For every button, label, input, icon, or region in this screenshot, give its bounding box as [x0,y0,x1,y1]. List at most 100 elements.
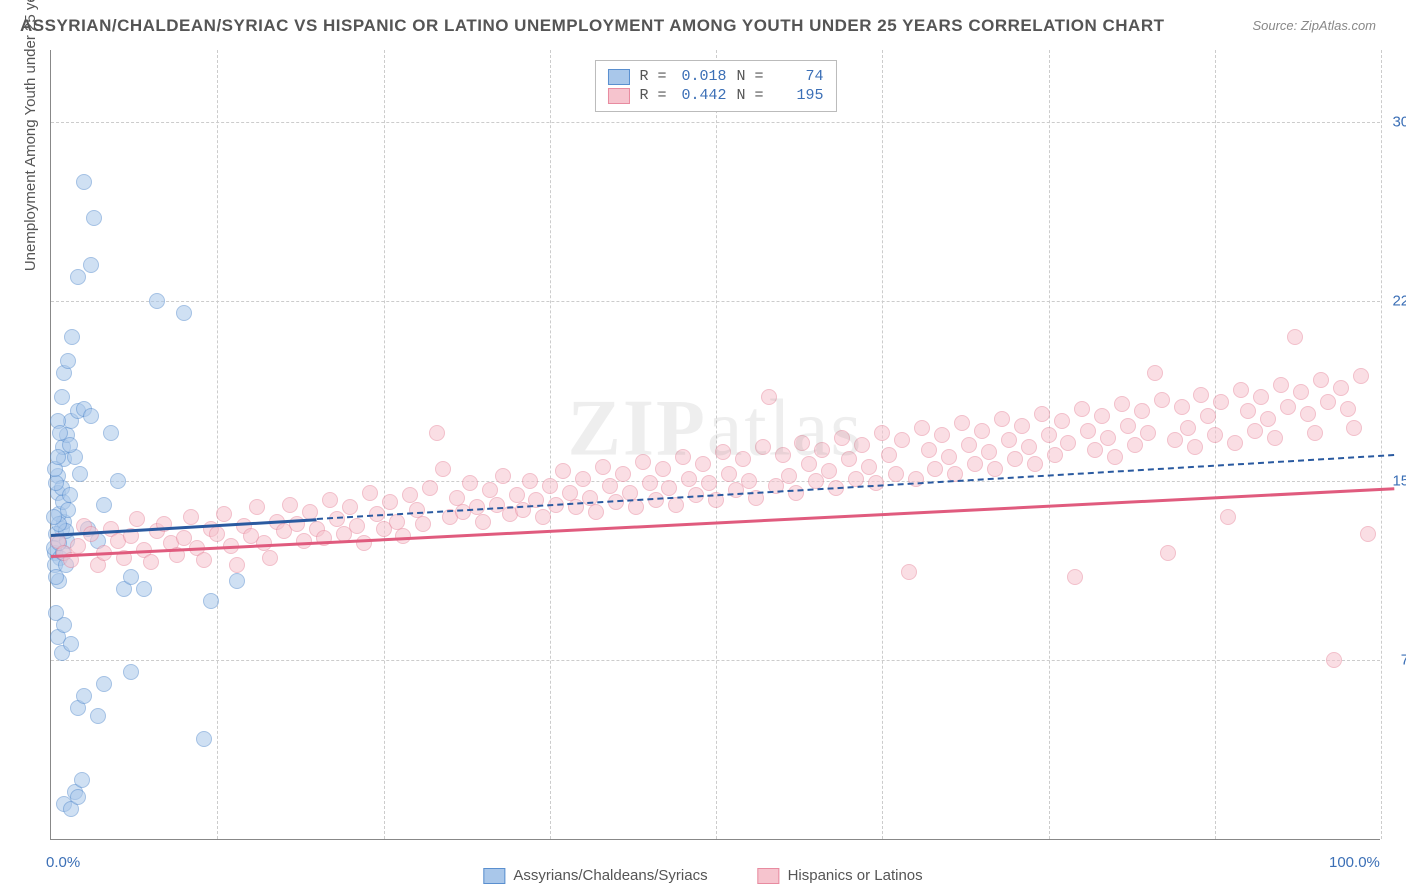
gridline-v [384,50,385,839]
scatter-point-pink [861,459,877,475]
legend-label: Assyrians/Chaldeans/Syriacs [513,867,707,884]
scatter-point-blue [83,257,99,273]
gridline-v [550,50,551,839]
scatter-point-pink [987,461,1003,477]
scatter-point-pink [1094,408,1110,424]
scatter-point-blue [176,305,192,321]
scatter-point-pink [994,411,1010,427]
scatter-point-pink [1326,652,1342,668]
scatter-point-pink [1200,408,1216,424]
scatter-point-pink [848,471,864,487]
scatter-point-blue [86,210,102,226]
scatter-point-blue [229,573,245,589]
y-axis-label: Unemployment Among Youth under 25 years [22,0,39,271]
y-tick-label: 7.5% [1401,652,1406,669]
legend-stat-row: R =0.018N =74 [607,67,823,86]
scatter-point-pink [462,475,478,491]
scatter-point-pink [974,423,990,439]
scatter-point-pink [668,497,684,513]
scatter-point-pink [1333,380,1349,396]
scatter-point-blue [90,708,106,724]
scatter-point-pink [921,442,937,458]
scatter-point-pink [1193,387,1209,403]
scatter-point-pink [1054,413,1070,429]
scatter-point-pink [296,533,312,549]
x-tick-label: 100.0% [1329,854,1380,871]
scatter-point-pink [967,456,983,472]
scatter-point-pink [595,459,611,475]
y-tick-label: 22.5% [1392,293,1406,310]
scatter-point-pink [1307,425,1323,441]
scatter-point-pink [1346,420,1362,436]
scatter-point-blue [46,509,62,525]
scatter-point-pink [655,461,671,477]
scatter-point-pink [1267,430,1283,446]
scatter-point-pink [1154,392,1170,408]
scatter-point-pink [1180,420,1196,436]
scatter-point-pink [1114,396,1130,412]
legend-label: Hispanics or Latinos [788,867,923,884]
scatter-point-pink [628,499,644,515]
scatter-point-pink [794,435,810,451]
legend-stats: R =0.018N =74R =0.442N =195 [594,60,836,112]
scatter-point-pink [1300,406,1316,422]
scatter-point-pink [695,456,711,472]
scatter-point-pink [183,509,199,525]
scatter-point-blue [70,789,86,805]
legend-swatch [483,868,505,884]
legend-series: Assyrians/Chaldeans/Syriacs Hispanics or … [483,867,922,884]
scatter-point-pink [1213,394,1229,410]
scatter-point-pink [1247,423,1263,439]
scatter-point-pink [1313,372,1329,388]
scatter-point-pink [635,454,651,470]
scatter-point-pink [814,442,830,458]
scatter-point-pink [755,439,771,455]
scatter-point-pink [143,554,159,570]
scatter-point-blue [74,772,90,788]
scatter-point-blue [96,676,112,692]
scatter-point-pink [356,535,372,551]
scatter-point-pink [841,451,857,467]
scatter-point-pink [1074,401,1090,417]
scatter-point-pink [1233,382,1249,398]
scatter-point-pink [735,451,751,467]
scatter-point-pink [262,550,278,566]
scatter-point-pink [1320,394,1336,410]
r-value: 0.442 [677,87,727,104]
scatter-point-pink [1134,403,1150,419]
scatter-point-blue [48,605,64,621]
gridline-v [1049,50,1050,839]
scatter-point-pink [701,475,717,491]
gridline-v [217,50,218,839]
scatter-point-pink [642,475,658,491]
scatter-point-pink [1100,430,1116,446]
scatter-point-blue [48,569,64,585]
scatter-point-pink [382,494,398,510]
scatter-point-pink [1034,406,1050,422]
scatter-point-pink [342,499,358,515]
scatter-point-pink [1080,423,1096,439]
chart-title: ASSYRIAN/CHALDEAN/SYRIAC VS HISPANIC OR … [20,16,1164,36]
scatter-point-pink [1240,403,1256,419]
scatter-point-pink [415,516,431,532]
scatter-point-pink [954,415,970,431]
scatter-point-pink [675,449,691,465]
scatter-point-pink [1021,439,1037,455]
scatter-point-pink [1207,427,1223,443]
scatter-point-pink [535,509,551,525]
scatter-point-pink [834,430,850,446]
x-tick-label: 0.0% [46,854,80,871]
scatter-point-pink [1060,435,1076,451]
plot-area: ZIPatlas R =0.018N =74R =0.442N =195 7.5… [50,50,1380,840]
scatter-point-blue [123,569,139,585]
n-key: N = [737,68,764,85]
scatter-point-pink [1027,456,1043,472]
scatter-point-pink [1127,437,1143,453]
scatter-point-pink [435,461,451,477]
scatter-point-pink [941,449,957,465]
gridline-v [1215,50,1216,839]
legend-swatch [607,88,629,104]
legend-stat-row: R =0.442N =195 [607,86,823,105]
scatter-point-pink [681,471,697,487]
scatter-point-pink [1187,439,1203,455]
